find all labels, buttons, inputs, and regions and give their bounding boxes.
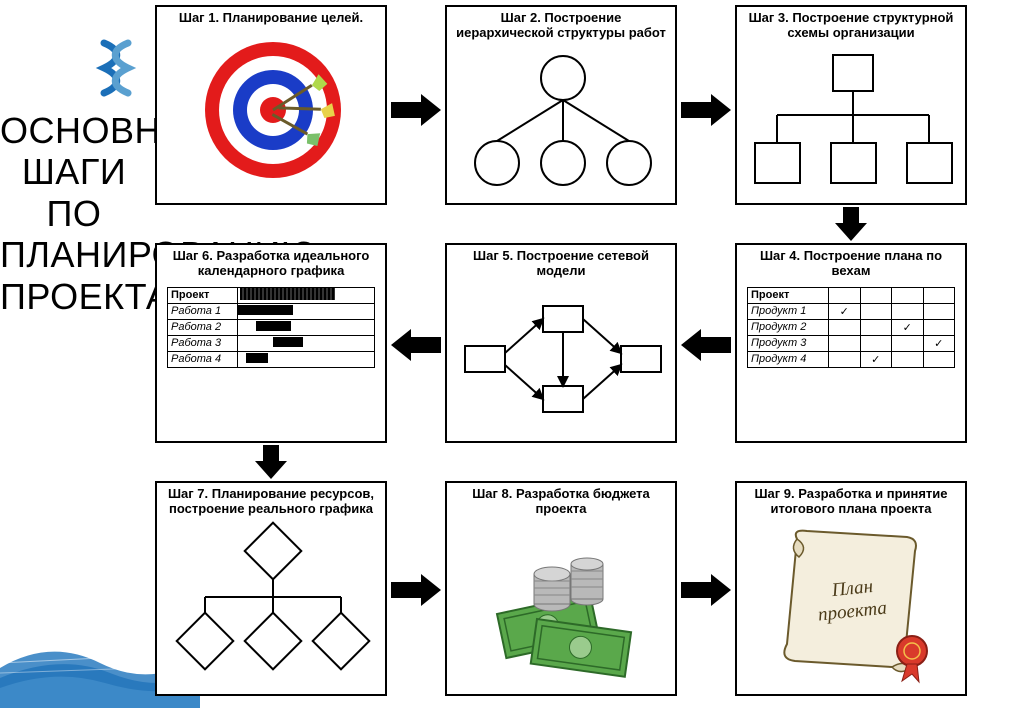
step-6-box: Шаг 6. Разработка идеального календарног… [155,243,387,443]
network-model-icon [447,281,679,441]
step-8-box: Шаг 8. Разработка бюджета проекта [445,481,677,696]
org-chart-icon [737,43,969,198]
milestone-row-4: Продукт 4 [748,351,829,367]
money-icon [447,519,679,689]
step-7-box: Шаг 7. Планирование ресурсов, построение… [155,481,387,696]
step-5-title: Шаг 5. Построение сетевой модели [447,245,675,281]
step-2-box: Шаг 2. Построение иерархической структур… [445,5,677,205]
svg-text:План: План [830,576,874,601]
step-1-box: Шаг 1. Планирование целей. [155,5,387,205]
arrow-6-7 [251,443,291,481]
arrow-8-9 [677,570,735,610]
gantt-table: Проект Работа 1 Работа 2 Работа 3 Работа… [167,287,375,368]
main-title: ОСНОВНЫЕ ШАГИ ПО ПЛАНИРОВАНИЮ ПРОЕКТА [0,110,148,317]
step-4-title: Шаг 4. Построение плана по вехам [737,245,965,281]
step-5-box: Шаг 5. Построение сетевой модели [445,243,677,443]
step-7-title: Шаг 7. Планирование ресурсов, построение… [157,483,385,519]
step-6-title: Шаг 6. Разработка идеального календарног… [157,245,385,281]
target-icon [157,28,389,188]
gantt-row-4: Работа 4 [168,351,238,367]
helix-logo-icon [95,38,137,98]
milestone-row-3: Продукт 3 [748,335,829,351]
step-1-title: Шаг 1. Планирование целей. [157,7,385,28]
gantt-row-1: Работа 1 [168,303,238,319]
hierarchy-circles-icon [447,43,679,198]
diagram-grid: Шаг 1. Планирование целей. Шаг 2. Постро… [155,5,1015,700]
step-2-title: Шаг 2. Построение иерархической структур… [447,7,675,43]
step-8-title: Шаг 8. Разработка бюджета проекта [447,483,675,519]
sidebar: ОСНОВНЫЕ ШАГИ ПО ПЛАНИРОВАНИЮ ПРОЕКТА [0,0,150,708]
milestone-row-2: Продукт 2 [748,319,829,335]
milestone-table: Проект Продукт 1 ✓ Продукт 2 ✓ Продукт 3… [747,287,955,368]
step-3-title: Шаг 3. Построение структурной схемы орга… [737,7,965,43]
step-4-box: Шаг 4. Построение плана по вехам Проект … [735,243,967,443]
milestone-row-1: Продукт 1 [748,303,829,319]
resource-tree-icon [157,519,389,679]
arrow-1-2 [387,90,445,130]
scroll-document-icon: План проекта [737,519,969,684]
step-9-title: Шаг 9. Разработка и принятие итогового п… [737,483,965,519]
arrow-3-4 [831,205,871,243]
arrow-4-5 [677,325,735,365]
arrow-7-8 [387,570,445,610]
arrow-2-3 [677,90,735,130]
gantt-row-2: Работа 2 [168,319,238,335]
milestone-header: Проект [748,287,829,303]
gantt-row-3: Работа 3 [168,335,238,351]
step-3-box: Шаг 3. Построение структурной схемы орга… [735,5,967,205]
step-9-box: Шаг 9. Разработка и принятие итогового п… [735,481,967,696]
gantt-header: Проект [168,287,238,303]
arrow-5-6 [387,325,445,365]
